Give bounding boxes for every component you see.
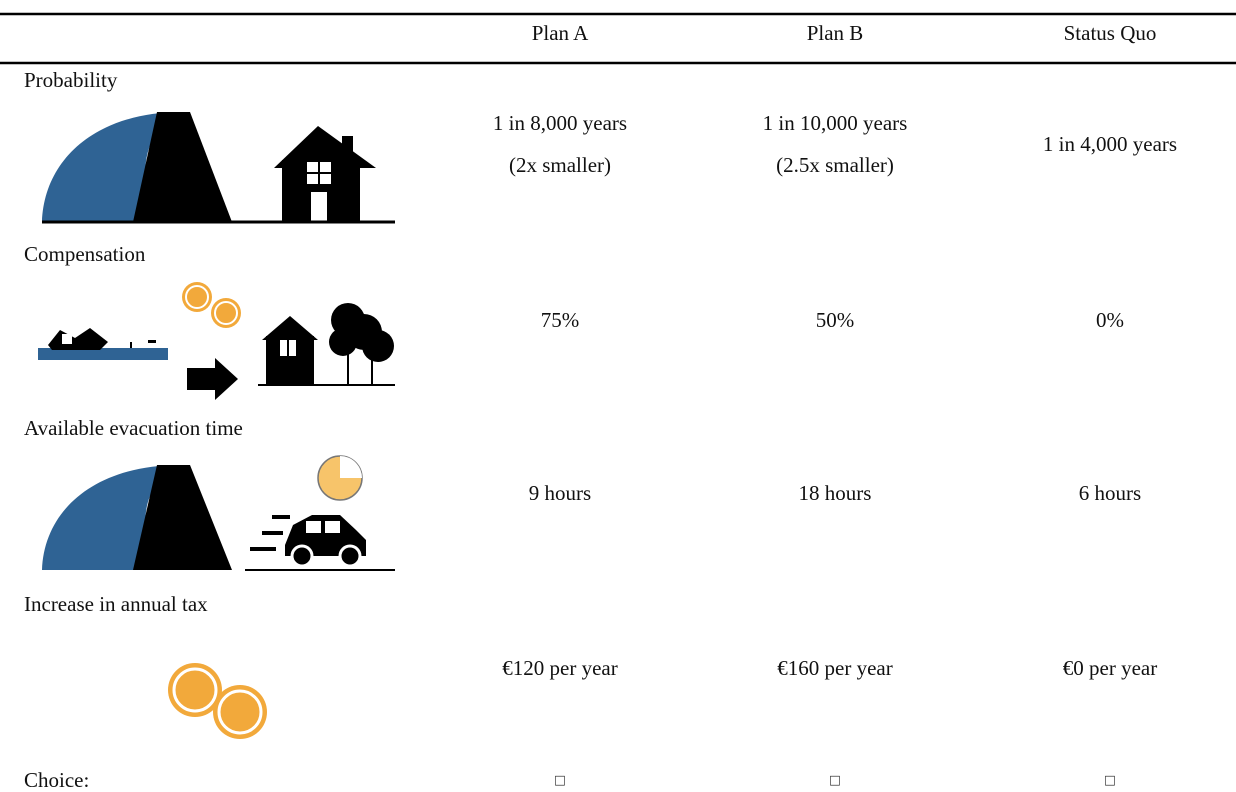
column-header: Plan B [807,21,864,45]
cell-value: 9 hours [529,481,591,505]
column-header: Status Quo [1064,21,1157,45]
row-label: Compensation [24,242,146,266]
choice-box[interactable]: □ [830,773,840,790]
choice-box[interactable]: □ [555,773,565,790]
cell-value: (2x smaller) [509,153,611,177]
cell-value: 1 in 8,000 years [493,111,627,135]
cell-value: 1 in 4,000 years [1043,132,1177,156]
cell-value: (2.5x smaller) [776,153,894,177]
cell-value: €0 per year [1063,656,1157,680]
row-label: Increase in annual tax [24,592,208,616]
choice-label: Choice: [24,768,89,792]
cell-value: 75% [541,308,580,332]
tax-icon [168,663,267,739]
row-label: Probability [24,68,118,92]
cell-value: 18 hours [799,481,872,505]
choice-box[interactable]: □ [1105,773,1115,790]
cell-value: 1 in 10,000 years [763,111,908,135]
cell-value: 0% [1096,308,1124,332]
cell-value: 6 hours [1079,481,1141,505]
cell-value: 50% [816,308,855,332]
cell-value: €160 per year [777,656,892,680]
cell-value: €120 per year [502,656,617,680]
column-header: Plan A [532,21,589,45]
evacuation-icon [42,455,395,571]
compensation-icon [38,282,395,400]
row-label: Available evacuation time [24,416,243,440]
probability-icon [42,112,395,224]
